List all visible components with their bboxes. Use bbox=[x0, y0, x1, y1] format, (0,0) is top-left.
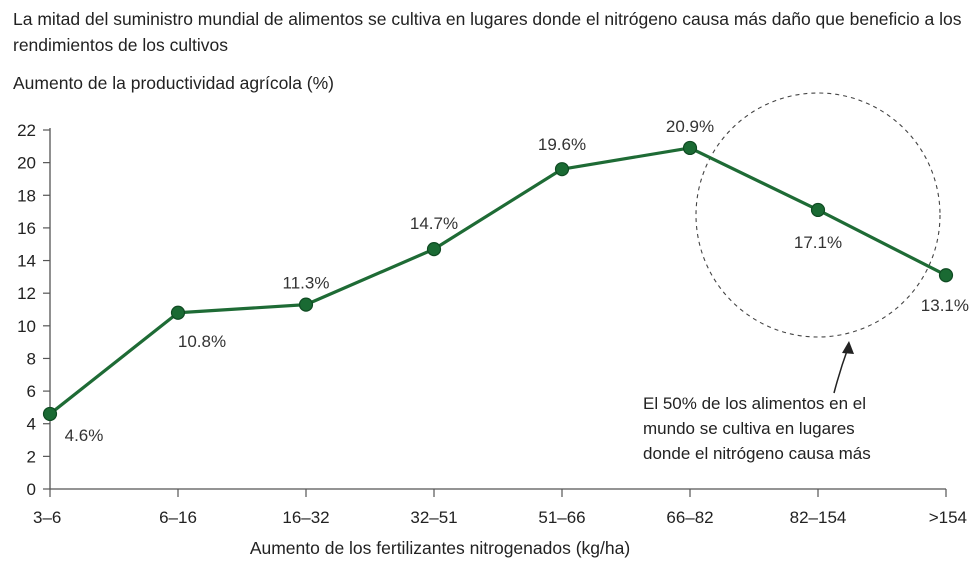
x-tick-label: 66–82 bbox=[666, 508, 713, 527]
y-tick-label: 10 bbox=[17, 317, 36, 336]
y-tick-label: 22 bbox=[17, 121, 36, 140]
y-tick-label: 0 bbox=[27, 480, 36, 499]
x-tick-label: 82–154 bbox=[790, 508, 847, 527]
highlight-circle bbox=[695, 92, 941, 338]
annotation-arrowhead bbox=[842, 341, 854, 354]
chart-title: La mitad del suministro mundial de alime… bbox=[13, 9, 962, 55]
y-tick-label: 16 bbox=[17, 219, 36, 238]
data-label: 4.6% bbox=[65, 426, 104, 445]
data-label: 19.6% bbox=[538, 135, 586, 154]
data-label: 13.1% bbox=[921, 296, 969, 315]
y-tick-label: 8 bbox=[27, 349, 36, 368]
x-tick-label: 6–16 bbox=[159, 508, 197, 527]
annotation-text-line: donde el nitrógeno causa más bbox=[643, 444, 871, 463]
y-tick-label: 18 bbox=[17, 186, 36, 205]
data-point bbox=[554, 162, 570, 177]
data-label: 11.3% bbox=[283, 274, 330, 293]
x-tick-label: 32–51 bbox=[410, 508, 457, 527]
y-tick-label: 2 bbox=[27, 447, 36, 466]
data-label: 20.9% bbox=[666, 117, 714, 136]
y-tick-label: 20 bbox=[17, 154, 36, 173]
y-tick-label: 14 bbox=[17, 252, 36, 271]
data-point bbox=[426, 242, 442, 257]
axes: 0 2 4 6 8 10 12 14 16 18 20 22 3–6 6–16 16–32 32–51 51–6… bbox=[17, 121, 967, 527]
data-label: 10.8% bbox=[178, 332, 226, 351]
y-axis-title: Aumento de la productividad agrícola (%) bbox=[13, 73, 335, 93]
data-point bbox=[938, 268, 954, 283]
x-axis-title: Aumento de los fertilizantes nitrogenado… bbox=[250, 538, 630, 558]
data-label: 17.1% bbox=[794, 233, 842, 252]
data-point bbox=[170, 305, 186, 320]
data-label: 14.7% bbox=[410, 214, 458, 233]
x-tick-label: 51–66 bbox=[538, 508, 585, 527]
annotation-arrow bbox=[833, 347, 849, 394]
data-point bbox=[298, 297, 314, 312]
series: 4.6% 10.8% 11.3% 14.7% 19.6% 20.9% 17.1% 13.1% bbox=[42, 117, 969, 445]
data-point bbox=[682, 140, 698, 156]
x-tick-label: >154 bbox=[929, 508, 967, 527]
annotation: El 50% de los alimentos en el mundo se cu… bbox=[643, 92, 941, 463]
x-tick-label: 16–32 bbox=[282, 508, 329, 527]
annotation-text-line: mundo se cultiva en lugares bbox=[643, 419, 855, 438]
y-tick-label: 12 bbox=[17, 284, 36, 303]
y-tick-label: 4 bbox=[27, 415, 36, 434]
data-point bbox=[810, 202, 826, 218]
y-tick-label: 6 bbox=[27, 382, 36, 401]
series-line bbox=[49, 146, 947, 416]
annotation-text-line: El 50% de los alimentos en el bbox=[643, 394, 866, 413]
x-tick-label: 3–6 bbox=[33, 508, 61, 527]
data-point bbox=[42, 406, 58, 422]
